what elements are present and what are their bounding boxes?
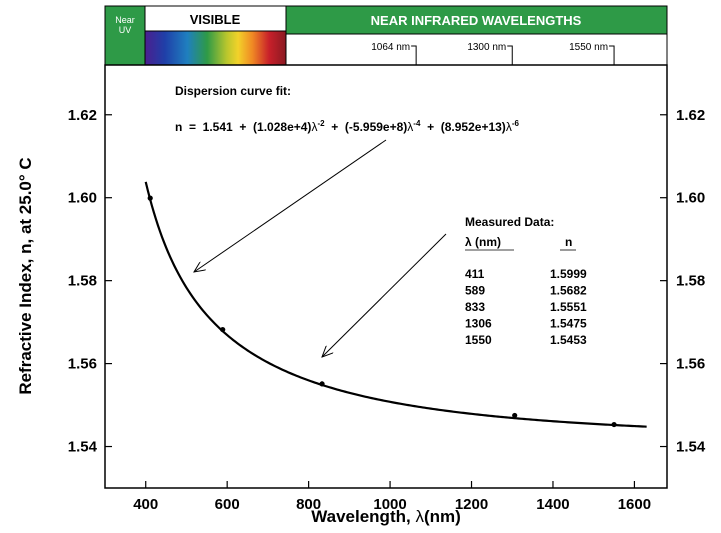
data-point bbox=[319, 381, 325, 387]
spectrum-band: Near UV VISIBLE NEAR INFRARED WAVELENGTH… bbox=[104, 5, 668, 66]
x-axis-ticks: 400 600 800 1000 1200 1400 1600 bbox=[133, 481, 651, 513]
nir-marker-label: 1550 nm bbox=[569, 42, 608, 53]
y-tick-label-left: 1.58 bbox=[68, 273, 97, 290]
y-axis-ticks: 1.54 1.54 1.56 1.56 1.58 1.58 1.60 1.60 1.62 1.62 bbox=[68, 107, 706, 456]
plot-area: 400 600 800 1000 1200 1400 1600 1.54 1.541.56 1.… bbox=[68, 64, 706, 513]
y-tick-label-left: 1.62 bbox=[68, 107, 97, 124]
data-arrow bbox=[322, 233, 447, 357]
near-uv-label-line2: UV bbox=[119, 25, 132, 35]
table-cell-lambda: 1550 bbox=[465, 333, 492, 347]
fit-equation: n = 1.541 + (1.028e+4)λ-2 + (-5.959e+8)λ… bbox=[175, 119, 519, 134]
data-point bbox=[220, 326, 226, 333]
near-uv-label-line1: Near bbox=[115, 15, 135, 25]
y-tick-label-left: 1.56 bbox=[68, 356, 97, 373]
x-tick-label: 600 bbox=[215, 496, 240, 513]
x-tick-label: 1000 bbox=[373, 496, 406, 513]
nir-marker-label: 1300 nm bbox=[467, 42, 506, 53]
table-cell-n: 1.5999 bbox=[550, 267, 587, 281]
table-cell-lambda: 833 bbox=[465, 300, 485, 314]
y-tick-label-left: 1.60 bbox=[68, 190, 97, 207]
y-tick-label-right: 1.54 bbox=[676, 439, 706, 456]
nir-marker-line bbox=[507, 45, 513, 65]
nir-marker-line bbox=[411, 45, 417, 65]
visible-label: VISIBLE bbox=[190, 12, 241, 27]
y-tick-label-right: 1.62 bbox=[676, 107, 705, 124]
table-cell-lambda: 589 bbox=[465, 284, 485, 298]
nir-marker-label: 1064 nm bbox=[371, 42, 410, 53]
nir-marker-group: 1064 nm 1300 nm 1550 nm bbox=[371, 42, 615, 65]
y-tick-label-right: 1.58 bbox=[676, 273, 705, 290]
nir-marker-line bbox=[609, 45, 615, 65]
nir-label-cell bbox=[285, 5, 668, 35]
visible-spectrum-gradient bbox=[144, 30, 287, 66]
measured-table: 411 1.5999 589 1.5682 833 1.5551 1306 1.5475 155… bbox=[465, 267, 587, 347]
measured-points bbox=[147, 195, 617, 428]
fit-curve-line bbox=[144, 181, 647, 428]
table-cell-n: 1.5453 bbox=[550, 333, 587, 347]
data-point bbox=[147, 195, 153, 201]
x-tick-label: 1200 bbox=[455, 496, 488, 513]
table-cell-lambda: 411 bbox=[465, 267, 485, 281]
col-n-header: n bbox=[565, 235, 572, 249]
table-cell-n: 1.5682 bbox=[550, 284, 587, 298]
data-point bbox=[611, 421, 617, 428]
plot-frame bbox=[104, 64, 668, 489]
y-tick-label-right: 1.56 bbox=[676, 356, 705, 373]
nir-marker-cell bbox=[285, 33, 668, 66]
x-tick-label: 1400 bbox=[536, 496, 569, 513]
nir-label: NEAR INFRARED WAVELENGTHS bbox=[371, 13, 582, 28]
measured-title: Measured Data: bbox=[465, 215, 554, 229]
data-point bbox=[512, 412, 518, 419]
table-cell-n: 1.5475 bbox=[550, 317, 587, 331]
y-tick-label-right: 1.60 bbox=[676, 190, 705, 207]
table-cell-n: 1.5551 bbox=[550, 300, 587, 314]
near-uv-cell bbox=[104, 5, 146, 66]
x-tick-label: 400 bbox=[133, 496, 158, 513]
fit-title: Dispersion curve fit: bbox=[175, 84, 291, 98]
x-tick-label: 1600 bbox=[618, 496, 651, 513]
y-axis-label: Refractive Index, n, at 25.0° C bbox=[16, 157, 35, 394]
x-axis-label: Wavelength, λ(nm) bbox=[311, 507, 461, 526]
x-tick-label: 800 bbox=[296, 496, 321, 513]
col-lambda-header: λ (nm) bbox=[465, 235, 501, 249]
visible-label-cell bbox=[144, 5, 287, 32]
fit-arrow bbox=[194, 139, 387, 272]
table-cell-lambda: 1306 bbox=[465, 317, 492, 331]
y-tick-label-left: 1.54 bbox=[68, 439, 98, 456]
